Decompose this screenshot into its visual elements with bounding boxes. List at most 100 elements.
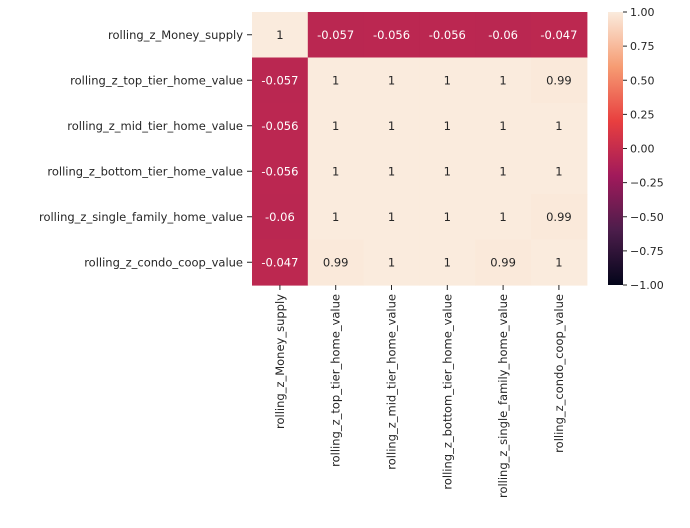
heatmap-cell [307,148,365,195]
cell-value-label: -0.056 [261,164,298,178]
cell-value-label: 1 [444,164,451,178]
cell-value-label: 1 [332,164,339,178]
cell-value-label: 1 [499,119,506,133]
colorbar-tick-label: 0.75 [630,40,655,53]
cell-value-label: 0.99 [490,255,516,269]
cell-value-label: 1 [388,210,395,224]
y-tick-label: rolling_z_top_tier_home_value [70,73,243,87]
cell-value-label: 1 [444,210,451,224]
heatmap-cell [307,239,365,286]
heatmap-cell [363,12,420,59]
heatmap-cell [531,57,588,104]
cell-value-label: 1 [555,255,562,269]
heatmap-cell [363,194,420,241]
cell-value-label: 1 [276,28,283,42]
heatmap-cell [531,194,588,241]
cell-value-label: -0.057 [261,73,298,87]
heatmap-cell [475,12,532,59]
cell-value-label: 1 [444,73,451,87]
cell-value-label: 1 [444,255,451,269]
colorbar-tick-label: 0.25 [630,108,655,121]
heatmap-cell [475,239,532,286]
heatmap-cell [531,103,588,150]
heatmap-cell [419,12,476,59]
x-tick-label: rolling_z_bottom_tier_home_value [440,294,454,490]
heatmap-cell [475,194,532,241]
x-tick-label: rolling_z_top_tier_home_value [329,294,343,467]
cell-value-label: 1 [499,164,506,178]
heatmap-cell [419,103,476,150]
heatmap-cell [363,103,420,150]
x-tick-label: rolling_z_condo_coop_value [552,294,566,453]
x-axis: rolling_z_Money_supply rolling_z_top_tier… [273,285,566,498]
cell-value-label: 1 [388,164,395,178]
heatmap-cell [475,103,532,150]
y-tick-label: rolling_z_mid_tier_home_value [67,119,243,133]
colorbar-tick-label: 0.00 [630,143,655,156]
heatmap-cell [531,239,588,286]
heatmap-cell [531,148,588,195]
colorbar-ticks: 1.00 0.75 0.50 0.25 0.00 −0.25 −0.50 −0.75 −1.00 [623,6,664,292]
cell-value-label: -0.056 [429,28,466,42]
heatmap-cell [419,57,476,104]
heatmap-cell [475,148,532,195]
heatmap-cell [419,194,476,241]
heatmap-cell [252,194,309,241]
heatmap-cell [252,12,309,59]
cell-value-label: -0.06 [488,28,518,42]
heatmap-cell [419,239,476,286]
x-tick-label: rolling_z_mid_tier_home_value [385,294,399,470]
colorbar-tick-label: 1.00 [630,6,655,19]
heatmap-cell [307,12,365,59]
heatmap-cell [475,57,532,104]
cell-value-label: 1 [332,73,339,87]
heatmap-cell [307,103,365,150]
cell-value-label: -0.056 [373,28,410,42]
y-tick-label: rolling_z_single_family_home_value [39,210,243,224]
heatmap-cell [307,57,365,104]
heatmap-cell [419,148,476,195]
cell-value-label: 1 [555,164,562,178]
cell-value-label: 1 [332,210,339,224]
y-tick-label: rolling_z_bottom_tier_home_value [47,164,243,178]
heatmap-cell [363,148,420,195]
cell-value-label: 0.99 [546,73,572,87]
colorbar-tick-label: −1.00 [630,279,664,292]
colorbar-tick-label: −0.25 [630,177,664,190]
colorbar-tick-label: −0.50 [630,211,664,224]
colorbar: 1.00 0.75 0.50 0.25 0.00 −0.25 −0.50 −0.75 −1.00 [608,6,664,292]
heatmap-cell [252,148,309,195]
heatmap-cell [531,12,588,59]
heatmap-cells [252,12,588,286]
x-tick-label: rolling_z_single_family_home_value [496,294,510,498]
cell-value-label: 1 [388,73,395,87]
heatmap-cell [363,57,420,104]
colorbar-gradient [608,12,623,285]
cell-value-label: 1 [332,119,339,133]
cell-value-label: 1 [499,73,506,87]
cell-value-label: 1 [444,119,451,133]
cell-value-label: 1 [388,255,395,269]
y-axis: rolling_z_Money_supply rolling_z_top_tier… [39,28,252,269]
cell-value-label: -0.047 [540,28,577,42]
heatmap-cell [252,239,309,286]
heatmap-cell [252,103,309,150]
cell-value-label: -0.057 [317,28,354,42]
cell-value-label: 1 [388,119,395,133]
cell-value-label: 1 [555,119,562,133]
cell-value-label: -0.047 [261,255,298,269]
heatmap-cell [307,194,365,241]
cell-value-label: -0.056 [261,119,298,133]
y-tick-label: rolling_z_Money_supply [108,28,243,42]
colorbar-tick-label: 0.50 [630,74,655,87]
x-tick-label: rolling_z_Money_supply [273,294,287,429]
cell-value-label: 0.99 [546,210,572,224]
cell-value-label: 1 [499,210,506,224]
heatmap-cell [363,239,420,286]
colorbar-tick-label: −0.75 [630,245,664,258]
cell-value-label: 0.99 [323,255,349,269]
heatmap-cell-labels: 1 -0.057 -0.056 -0.056 -0.06 -0.047 -0.057 1 1 1 1… [261,28,577,270]
y-tick-label: rolling_z_condo_coop_value [84,255,243,269]
cell-value-label: -0.06 [265,210,295,224]
